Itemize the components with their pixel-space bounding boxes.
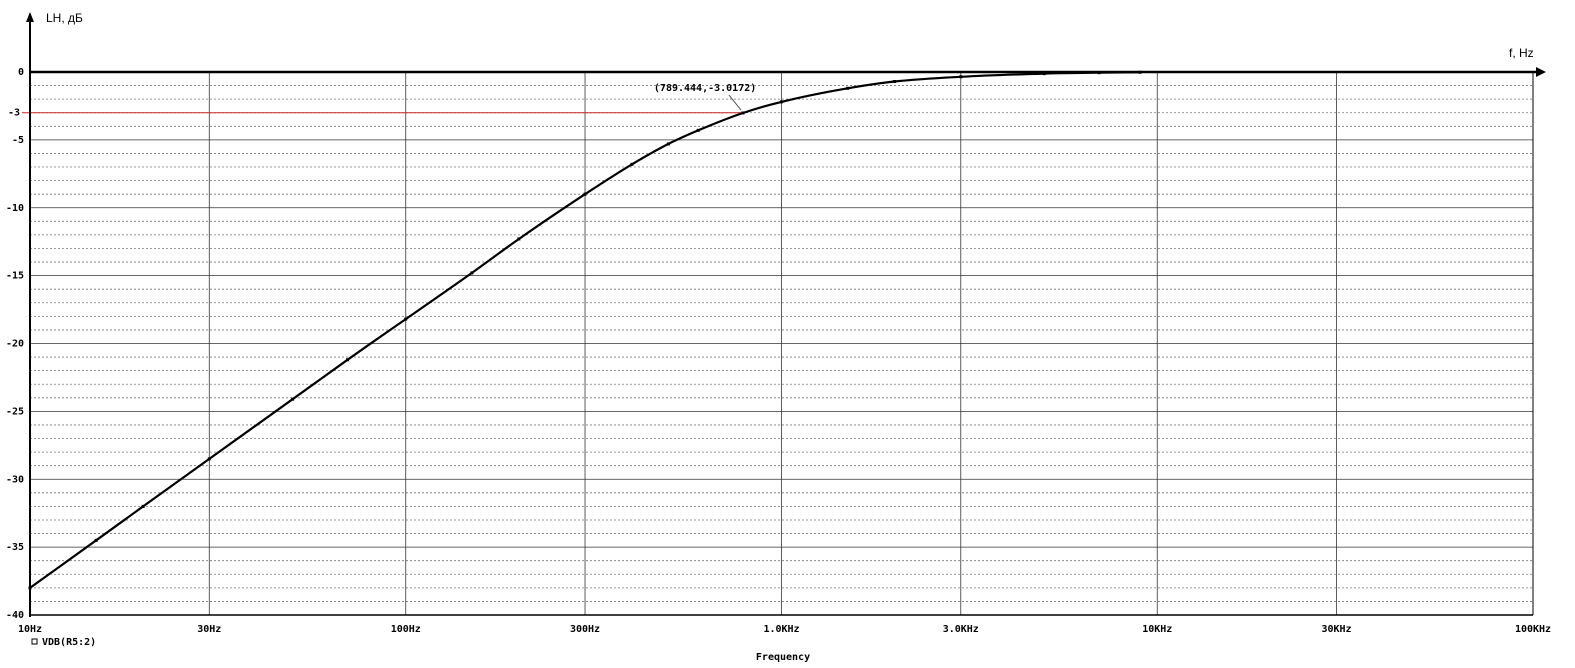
data-point bbox=[1138, 70, 1142, 74]
x-tick-label: 300Hz bbox=[570, 624, 600, 635]
y-axis-arrowhead bbox=[26, 12, 34, 22]
data-point bbox=[959, 75, 963, 79]
tick-labels: 0 -5 -10 -15 -20 -25 -30 -35 -40 10Hz 30Hz 100Hz 300… bbox=[6, 67, 1551, 635]
x-tick-label: 3.0KHz bbox=[943, 624, 979, 635]
y-tick-label: -35 bbox=[6, 542, 24, 553]
data-point bbox=[696, 128, 700, 132]
x-tick-label: 100Hz bbox=[391, 624, 421, 635]
data-point bbox=[291, 397, 295, 401]
reference-line-group: -3 bbox=[8, 108, 743, 119]
x-tick-label: 10Hz bbox=[18, 624, 42, 635]
y-tick-label: -10 bbox=[6, 203, 24, 214]
data-point bbox=[741, 111, 745, 115]
data-point bbox=[94, 538, 98, 542]
annotation-label: (789.444,-3.0172) bbox=[654, 83, 756, 94]
axes bbox=[26, 12, 1546, 617]
data-point bbox=[780, 100, 783, 104]
y-tick-label: -40 bbox=[6, 610, 24, 621]
legend: VDB(R5:2) bbox=[31, 637, 96, 648]
data-point bbox=[630, 162, 634, 166]
data-point bbox=[517, 237, 521, 241]
response-curve bbox=[29, 71, 1141, 589]
x-axis-arrowhead bbox=[1536, 67, 1546, 77]
x-axis-title: Frequency bbox=[756, 652, 810, 663]
data-point bbox=[583, 192, 587, 196]
x-axis-arrow-label: f, Hz bbox=[1509, 46, 1534, 60]
y-tick-label: -30 bbox=[6, 474, 24, 485]
annotation-leader bbox=[728, 94, 742, 111]
legend-marker-icon bbox=[31, 638, 38, 645]
data-point bbox=[404, 317, 408, 321]
y-tick-label: -20 bbox=[6, 339, 24, 350]
y-tick-label: -5 bbox=[12, 135, 24, 146]
legend-label: VDB(R5:2) bbox=[42, 637, 96, 648]
data-point bbox=[1097, 71, 1101, 75]
data-point bbox=[470, 271, 474, 275]
data-point bbox=[666, 142, 670, 146]
data-point bbox=[346, 358, 350, 362]
x-tick-label: 30KHz bbox=[1321, 624, 1351, 635]
data-point bbox=[207, 457, 211, 461]
major-grid bbox=[30, 72, 1534, 616]
minor-grid bbox=[30, 85, 1533, 602]
y-tick-label: 0 bbox=[18, 67, 24, 78]
data-point bbox=[846, 86, 850, 90]
data-point bbox=[141, 504, 145, 508]
x-tick-label: 10KHz bbox=[1142, 624, 1172, 635]
curve-group bbox=[28, 70, 1142, 590]
x-tick-label: 1.0KHz bbox=[763, 624, 799, 635]
y-tick-label: -15 bbox=[6, 271, 24, 282]
y-tick-label: -25 bbox=[6, 406, 24, 417]
data-point bbox=[28, 586, 32, 590]
data-point bbox=[1042, 72, 1046, 76]
y-axis-label: LH, дБ bbox=[46, 11, 83, 25]
x-tick-label: 30Hz bbox=[197, 624, 221, 635]
x-tick-label: 100KHz bbox=[1515, 624, 1551, 635]
data-point bbox=[893, 80, 897, 84]
reference-line-label: -3 bbox=[8, 108, 20, 119]
point-annotation: (789.444,-3.0172) bbox=[654, 83, 756, 111]
